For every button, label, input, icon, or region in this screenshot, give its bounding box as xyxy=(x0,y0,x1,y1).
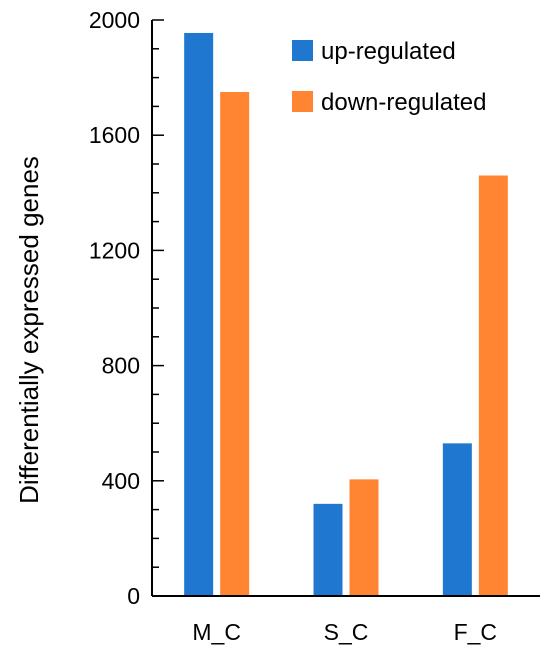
y-ticks: 0 400 800 1200 1600 2000 xyxy=(89,7,164,609)
legend-label-up-regulated: up-regulated xyxy=(321,38,456,65)
y-tick-label: 2000 xyxy=(89,7,140,33)
y-tick-label: 400 xyxy=(102,468,140,494)
bar-down-regulated-F_C xyxy=(478,175,508,596)
x-tick-label: M_C xyxy=(192,619,241,645)
y-tick-label: 1600 xyxy=(89,122,140,148)
bar-down-regulated-S_C xyxy=(349,479,379,596)
legend-label-down-regulated: down-regulated xyxy=(321,89,486,116)
legend-swatch-down-regulated xyxy=(292,91,313,112)
x-tick-label: S_C xyxy=(324,619,369,645)
bar-up-regulated-M_C xyxy=(184,32,214,596)
x-tick-labels: M_C S_C F_C xyxy=(192,619,497,645)
bars-layer xyxy=(184,32,508,596)
y-tick-label: 0 xyxy=(127,583,140,609)
bar-up-regulated-S_C xyxy=(313,503,343,596)
bar-down-regulated-M_C xyxy=(220,92,250,596)
y-tick-label: 800 xyxy=(102,353,140,379)
legend-swatch-up-regulated xyxy=(292,40,313,61)
y-axis-title: Differentially expressed genes xyxy=(14,156,44,504)
bar-up-regulated-F_C xyxy=(442,443,472,596)
legend: up-regulated down-regulated xyxy=(292,38,486,116)
y-tick-label: 1200 xyxy=(89,237,140,263)
x-tick-label: F_C xyxy=(454,619,497,645)
